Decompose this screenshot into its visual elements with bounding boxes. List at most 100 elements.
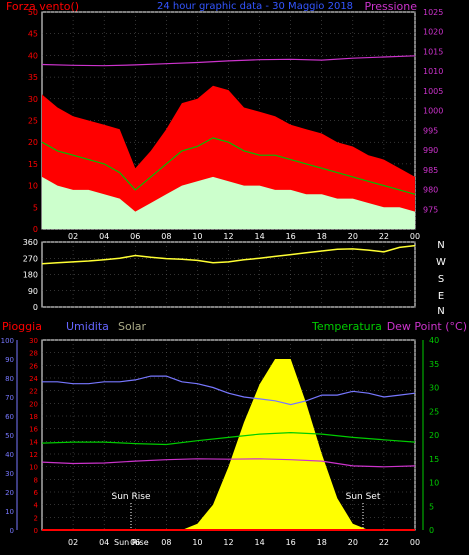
y-tick-label: 180 (23, 271, 38, 280)
y2-tick-label: 1025 (423, 8, 443, 17)
weather-series (41, 375, 416, 531)
x-tick-label: 08 (161, 538, 171, 547)
sunrise-label: Sun Rise (112, 492, 151, 502)
y2-tick-label: 5 (429, 502, 434, 511)
series-area (42, 359, 415, 530)
wind-series (41, 55, 416, 229)
x-tick-label: 06 (130, 538, 140, 547)
series-line (41, 137, 416, 195)
weather-axes: 0102030405060708090100024681012141618202… (1, 336, 440, 547)
y-tick-label: 8 (34, 476, 38, 484)
x-tick-label: 16 (286, 232, 296, 241)
y-tick-label: 35 (28, 73, 38, 82)
x-tick-label: 00 (410, 538, 420, 547)
humidity-axis-title: Umidita (66, 320, 109, 333)
y2-tick-label: 20 (429, 431, 439, 440)
series-line (41, 244, 416, 265)
x-tick-label: 00 (410, 232, 420, 241)
solar-area (42, 359, 415, 530)
y-tick-label: 10 (5, 508, 14, 516)
x-tick-label: 12 (223, 538, 233, 547)
y-tick-label: 70 (5, 394, 14, 402)
y-tick-label: 0 (33, 225, 38, 234)
chart-title: 24 hour graphic data - 30 Maggio 2018 (157, 1, 353, 12)
y-tick-label: 0 (10, 527, 14, 535)
y-tick-label: 30 (28, 95, 38, 104)
y-tick-label: 30 (5, 470, 14, 478)
y2-tick-label: 1010 (423, 67, 443, 76)
compass-label: N (437, 240, 444, 251)
x-tick-label: 14 (254, 538, 264, 547)
temperature-axis-title: Temperatura (311, 320, 382, 333)
y-tick-label: 2 (34, 514, 38, 522)
x-tick-label: 06 (130, 232, 140, 241)
y2-tick-label: 15 (429, 455, 439, 464)
y-tick-label: 50 (28, 8, 38, 17)
y-tick-label: 4 (34, 502, 39, 510)
y-tick-label: 40 (28, 51, 38, 60)
y2-tick-label: 30 (429, 384, 439, 393)
compass-label: N (437, 306, 444, 317)
y2-tick-label: 1015 (423, 47, 443, 56)
x-tick-label: 04 (99, 232, 109, 241)
y2-tick-label: 985 (423, 166, 438, 175)
x-tick-label: 08 (161, 232, 171, 241)
y-tick-label: 360 (23, 238, 38, 247)
y2-tick-label: 0 (429, 526, 434, 535)
rain-axis-title: Pioggia (2, 320, 42, 333)
direction-series (41, 244, 416, 265)
y2-tick-label: 975 (423, 205, 438, 214)
x-tick-label: 10 (192, 232, 202, 241)
x-tick-label: 20 (348, 232, 358, 241)
series-area (42, 85, 415, 229)
x-tick-label: 22 (379, 538, 389, 547)
series-line (41, 458, 416, 468)
y-tick-label: 12 (29, 451, 38, 459)
dewpoint-axis-title: Dew Point (°C) (387, 320, 467, 333)
y2-tick-label: 995 (423, 126, 438, 135)
y-tick-label: 24 (29, 375, 38, 383)
y-tick-label: 14 (29, 438, 38, 446)
sunrise-tick-label: Sun Rise (114, 538, 149, 547)
direction-axes: 0 90 180 270 360 (23, 238, 38, 312)
series-line (42, 375, 416, 406)
x-tick-label: 02 (68, 232, 78, 241)
compass-labels: N W S E N (436, 240, 446, 317)
compass-label: W (436, 257, 446, 268)
wind-axes: 0510152025303540455097598098599099510001… (28, 8, 444, 241)
x-tick-label: 04 (99, 538, 109, 547)
y2-tick-label: 40 (429, 336, 439, 345)
y-tick-label: 16 (29, 426, 38, 434)
y2-tick-label: 25 (429, 407, 439, 416)
y-tick-label: 30 (29, 337, 38, 345)
y-tick-label: 26 (29, 362, 38, 370)
y2-tick-label: 1000 (423, 107, 443, 116)
x-tick-label: 22 (379, 232, 389, 241)
x-tick-label: 10 (192, 538, 202, 547)
x-tick-label: 14 (254, 232, 264, 241)
sunset-label: Sun Set (346, 492, 381, 502)
y-tick-label: 20 (5, 489, 14, 497)
series-area (42, 176, 415, 229)
y2-tick-label: 35 (429, 360, 439, 369)
y-tick-label: 80 (5, 375, 14, 383)
pressure-axis-title: Pressione (365, 0, 418, 13)
y-tick-label: 20 (29, 400, 38, 408)
y-tick-label: 5 (33, 203, 38, 212)
y-tick-label: 15 (28, 160, 38, 169)
y-tick-label: 20 (28, 138, 38, 147)
y2-tick-label: 990 (423, 146, 438, 155)
wind-axis-title: Forza vento() (6, 0, 79, 13)
x-tick-label: 16 (286, 538, 296, 547)
y-tick-label: 10 (28, 182, 38, 191)
y2-tick-label: 1005 (423, 87, 443, 96)
x-tick-label: 12 (223, 232, 233, 241)
y-tick-label: 100 (1, 337, 14, 345)
x-tick-label: 02 (68, 538, 78, 547)
y-tick-label: 18 (29, 413, 38, 421)
y-tick-label: 25 (28, 117, 38, 126)
y-tick-label: 40 (5, 451, 14, 459)
x-tick-label: 18 (317, 538, 327, 547)
compass-label: S (438, 274, 444, 285)
